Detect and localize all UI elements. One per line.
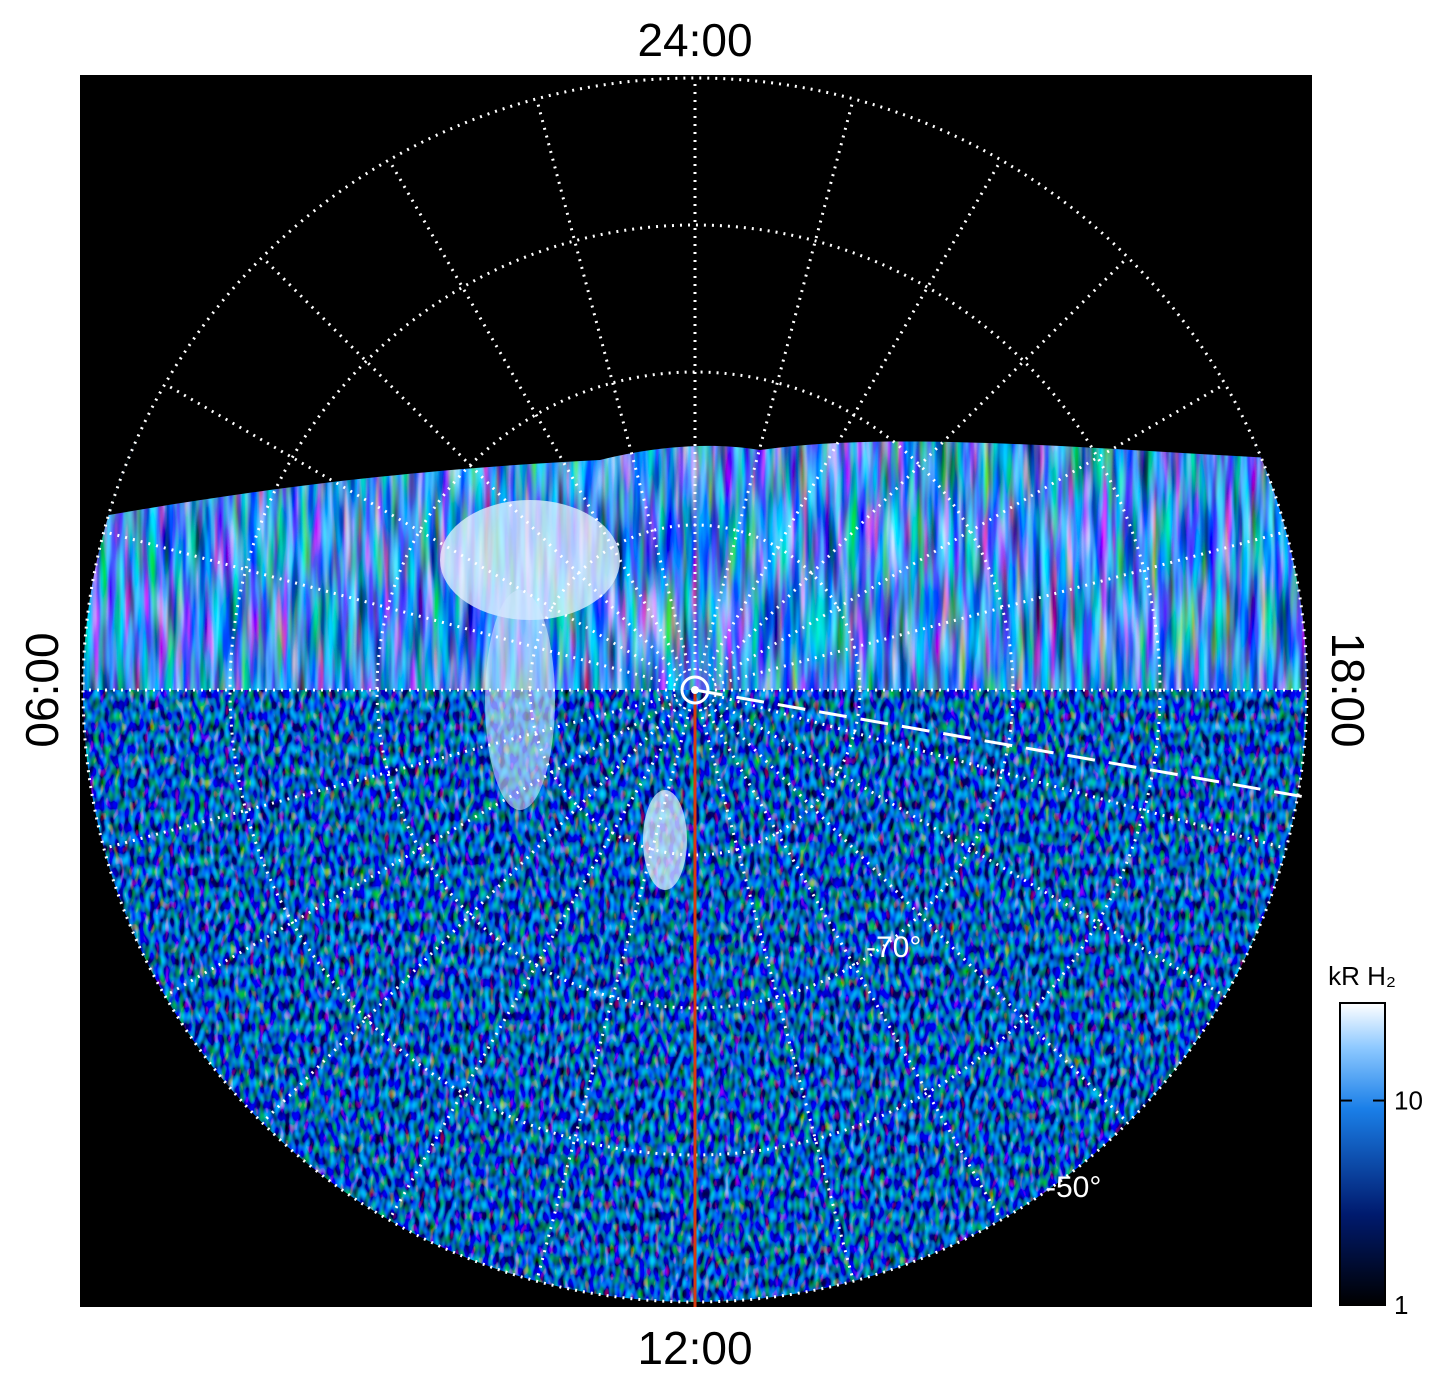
meridian <box>711 382 1226 682</box>
pole-marker <box>680 675 710 705</box>
meridian <box>708 256 1129 677</box>
meridian <box>698 98 855 672</box>
latitude-label: -70° <box>866 931 921 964</box>
meridian <box>261 256 682 677</box>
dashed-meridian <box>694 688 1306 799</box>
meridian <box>708 703 1129 1124</box>
colorbar-tick-label: 10 <box>1394 1086 1423 1116</box>
meridian <box>703 159 1003 674</box>
meridian <box>711 698 1226 998</box>
colorbar-scale <box>1339 1002 1386 1306</box>
colorbar-tick-label: 1 <box>1394 1290 1408 1320</box>
pole-dot <box>691 686 699 694</box>
colorbar: 1 10 <box>1339 1002 1423 1320</box>
meridian <box>698 708 855 1282</box>
meridian <box>535 98 692 672</box>
meridian <box>103 530 677 687</box>
latitude-label: -50° <box>1046 1171 1101 1204</box>
meridian <box>703 706 1003 1221</box>
meridian <box>164 698 679 998</box>
hour-label: 18:00 <box>1322 632 1374 747</box>
meridian <box>261 703 682 1124</box>
latitude-ring <box>228 223 1162 1157</box>
bright-spot <box>440 500 620 620</box>
colorbar-title: kR H₂ <box>1328 961 1396 991</box>
meridian <box>713 530 1287 687</box>
band-edge <box>83 440 1307 520</box>
hour-label: 12:00 <box>637 1322 752 1374</box>
meridian <box>713 693 1287 850</box>
meridian <box>535 708 692 1282</box>
meridian <box>164 382 679 682</box>
bright-spot <box>485 590 555 810</box>
meridian <box>387 706 687 1221</box>
hour-label: 24:00 <box>637 14 752 66</box>
meridian <box>387 159 687 674</box>
meridian <box>103 693 677 850</box>
hour-label: 06:00 <box>16 632 68 747</box>
bright-spot <box>643 790 687 890</box>
